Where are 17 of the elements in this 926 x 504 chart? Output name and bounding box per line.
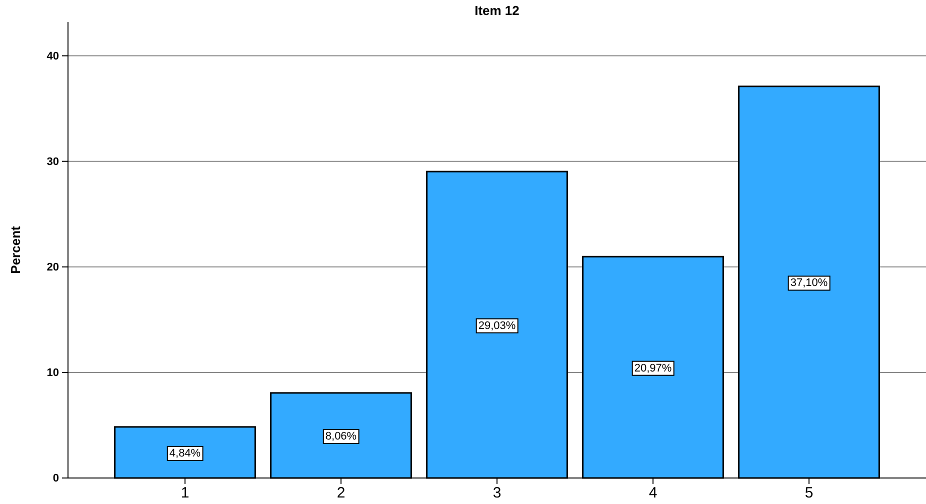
y-axis-title: Percent	[8, 225, 23, 274]
chart-title: Item 12	[474, 3, 520, 18]
x-tick-label: 2	[336, 484, 346, 502]
y-tick-label: 10	[46, 366, 59, 379]
data-label: 37,10%	[790, 277, 828, 290]
y-tick-label: 30	[46, 156, 59, 168]
y-tick-label: 0	[52, 472, 59, 485]
y-tick-label: 40	[46, 50, 59, 62]
x-tick-label: 1	[180, 484, 190, 502]
x-tick-label: 5	[804, 484, 814, 502]
data-label: 20,97%	[634, 362, 672, 374]
x-tick-label: 4	[648, 484, 658, 502]
data-label: 4,84%	[169, 447, 201, 460]
y-tick-label: 20	[46, 261, 59, 274]
data-label: 29,03%	[478, 320, 516, 332]
x-tick-label: 3	[492, 484, 502, 502]
data-label: 8,06%	[325, 430, 357, 442]
